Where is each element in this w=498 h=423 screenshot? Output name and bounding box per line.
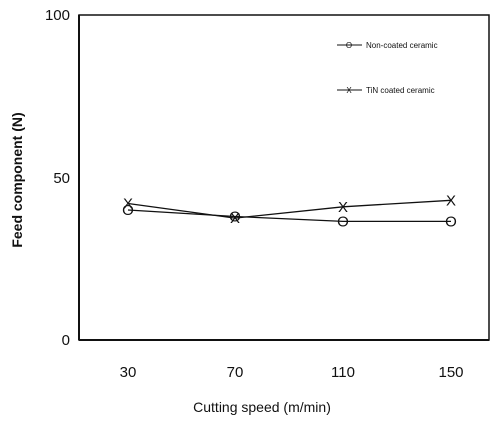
series-line-non-coated	[127, 209, 451, 223]
y-tick-label: 0	[62, 332, 70, 349]
legend: O Non-coated ceramic X TiN coated cerami…	[337, 41, 438, 95]
data-point-tin-coated: X	[446, 192, 456, 209]
data-point-tin-coated: X	[123, 196, 133, 213]
legend-marker-tin-coated: X	[346, 86, 352, 95]
legend-marker-non-coated: O	[346, 41, 352, 50]
data-point-non-coated: O	[337, 213, 349, 230]
data-point-non-coated: O	[445, 213, 457, 230]
data-point-tin-coated: X	[230, 210, 240, 227]
data-point-tin-coated: X	[338, 199, 348, 216]
y-axis: 100 50 0	[45, 7, 70, 349]
data-point-non-coated: O	[229, 209, 241, 226]
y-axis-title: Feed component (N)	[9, 112, 25, 247]
legend-label-tin-coated: TiN coated ceramic	[366, 86, 435, 95]
y-tick-label: 100	[45, 7, 70, 24]
plot-frame	[78, 14, 490, 341]
y-tick-label: 50	[53, 170, 70, 187]
series-line-tin-coated	[127, 199, 452, 219]
data-point-non-coated: O	[122, 202, 134, 219]
x-axis: 30 70 110 150	[120, 364, 464, 381]
x-tick-label: 30	[120, 364, 137, 381]
legend-label-non-coated: Non-coated ceramic	[366, 41, 438, 50]
x-axis-title: Cutting speed (m/min)	[193, 399, 331, 415]
x-tick-label: 70	[227, 364, 244, 381]
x-tick-label: 110	[331, 364, 355, 381]
x-tick-label: 150	[438, 364, 463, 381]
